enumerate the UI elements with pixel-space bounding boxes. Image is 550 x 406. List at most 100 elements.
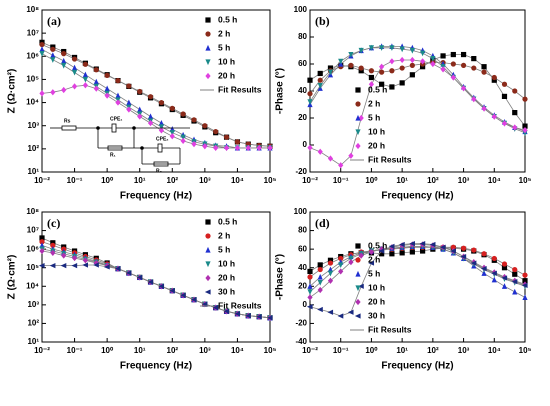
- x-tick-label: 10⁻¹: [67, 176, 83, 185]
- fit-line: [309, 246, 526, 278]
- y-axis-label: -Phase (°): [275, 254, 286, 300]
- legend-label: 5 h: [218, 42, 230, 52]
- marker: [317, 286, 323, 294]
- marker: [39, 90, 45, 97]
- plot-frame: [309, 211, 526, 343]
- marker: [399, 56, 405, 64]
- capacitor: [157, 143, 163, 153]
- marker: [420, 50, 426, 57]
- marker: [491, 77, 497, 83]
- x-tick-label: 10⁰: [365, 346, 378, 355]
- x-tick-label: 10⁵: [264, 346, 277, 355]
- marker: [50, 89, 56, 96]
- marker: [307, 99, 313, 105]
- marker: [205, 44, 211, 51]
- x-tick-label: 10⁵: [264, 176, 277, 185]
- marker: [355, 270, 361, 277]
- marker: [71, 83, 78, 90]
- marker: [61, 86, 67, 94]
- x-tick-label: 10⁻¹: [333, 346, 349, 355]
- marker: [348, 259, 354, 266]
- marker: [191, 117, 197, 123]
- marker: [389, 68, 395, 74]
- legend-label: 10 h: [368, 126, 385, 136]
- marker: [338, 162, 344, 169]
- marker: [368, 45, 375, 51]
- marker: [522, 127, 528, 134]
- marker: [50, 46, 56, 52]
- marker: [234, 144, 241, 151]
- marker: [136, 274, 143, 281]
- y-tick-label: 10⁷: [27, 226, 39, 235]
- marker: [471, 65, 477, 71]
- marker: [307, 294, 313, 301]
- marker: [389, 45, 395, 51]
- y-tick-label: 20: [298, 281, 307, 290]
- x-tick-label: 10⁴: [488, 346, 501, 355]
- marker: [137, 88, 143, 95]
- marker: [348, 255, 354, 262]
- marker: [39, 242, 45, 248]
- y-tick-label: 10⁴: [26, 281, 39, 290]
- marker: [180, 137, 186, 145]
- marker: [82, 71, 88, 78]
- marker: [522, 272, 528, 278]
- marker: [450, 51, 456, 58]
- marker: [71, 262, 78, 269]
- y-tick-label: 20: [298, 113, 307, 122]
- marker: [409, 249, 415, 255]
- marker: [522, 123, 528, 129]
- legend-label: 0.5 h: [368, 240, 387, 250]
- x-axis-label: Frequency (Hz): [381, 361, 453, 372]
- marker: [307, 289, 313, 295]
- marker: [348, 62, 354, 68]
- marker: [266, 315, 273, 321]
- marker: [50, 242, 56, 248]
- x-tick-label: 10³: [199, 346, 211, 355]
- panel-label: (d): [315, 216, 330, 230]
- marker: [205, 31, 211, 37]
- marker: [358, 252, 364, 259]
- x-tick-label: 10⁻²: [302, 176, 318, 185]
- marker: [355, 142, 361, 150]
- marker: [409, 240, 415, 247]
- legend-label: 20 h: [368, 140, 385, 150]
- circuit-label: CPE₁: [110, 116, 122, 122]
- marker: [234, 311, 241, 317]
- marker: [501, 93, 508, 99]
- marker: [39, 247, 45, 255]
- marker: [355, 87, 361, 93]
- x-tick-label: 10³: [199, 176, 211, 185]
- marker: [347, 309, 354, 315]
- marker: [420, 58, 426, 65]
- y-axis-label: Z (Ω·cm²): [7, 69, 18, 114]
- legend-label: Fit Results: [218, 84, 262, 94]
- marker: [327, 270, 334, 277]
- marker: [460, 253, 467, 260]
- marker: [317, 77, 323, 83]
- marker: [399, 80, 405, 86]
- marker: [180, 111, 186, 117]
- marker: [169, 130, 175, 136]
- marker: [169, 133, 175, 140]
- marker: [39, 235, 45, 241]
- marker: [114, 266, 121, 272]
- marker: [39, 41, 45, 48]
- marker: [169, 288, 175, 294]
- marker: [368, 260, 375, 266]
- marker: [306, 304, 313, 310]
- marker: [480, 266, 487, 272]
- marker: [355, 129, 361, 136]
- legend-label: 20 h: [368, 296, 385, 306]
- marker: [147, 94, 154, 100]
- marker: [450, 61, 456, 67]
- marker: [327, 69, 334, 76]
- legend-label: 10 h: [218, 258, 235, 268]
- y-tick-label: 40: [298, 86, 307, 95]
- marker: [50, 52, 56, 58]
- marker: [213, 128, 219, 135]
- marker: [521, 282, 528, 288]
- marker: [368, 74, 375, 81]
- fit-line: [309, 46, 526, 132]
- marker: [204, 289, 211, 295]
